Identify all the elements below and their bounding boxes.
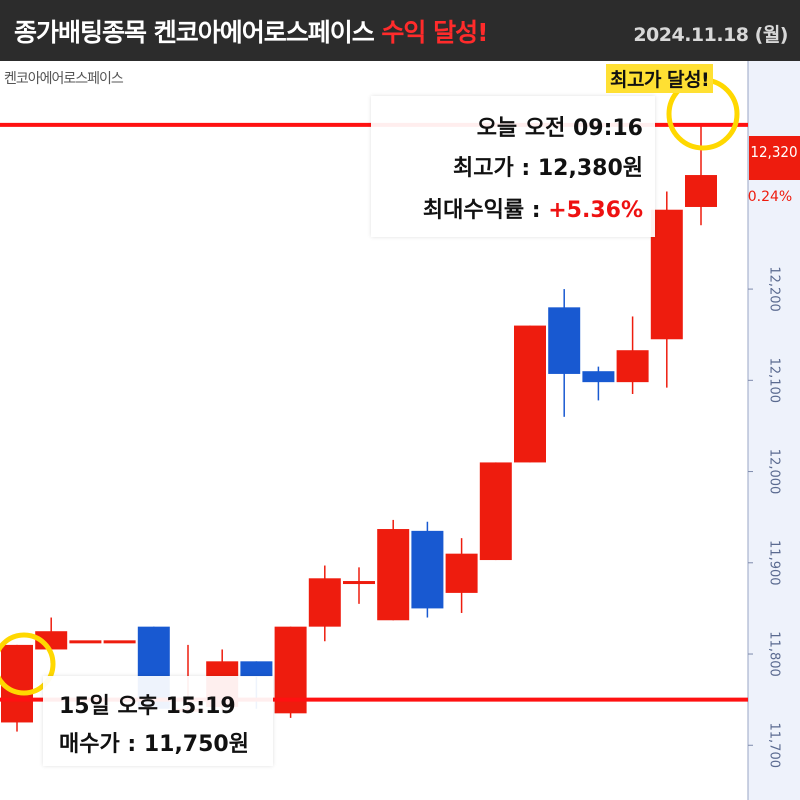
peak-badge: 최고가 달성! [606,64,714,93]
candle-body [411,530,444,609]
candle-body [103,640,136,644]
title-text: 종가배팅종목 켄코아에어로스페이스 [14,18,382,47]
candle-body [479,462,512,561]
candle-body [308,578,341,627]
buy-time: 15일 오후 15:19 [59,694,236,719]
candlestick-chart: 12,200 12,100 12,000 11,900 11,800 11,700 12,… [0,61,800,800]
stock-name-tag: 켄코아에어로스페이스 [4,71,124,87]
tick-label: 12,200 [767,266,782,312]
candle-body [445,553,478,593]
buy-highlight-circle [0,632,56,696]
date-label: 2024.11.18 (월) [633,24,788,46]
candle-body [343,581,375,585]
buy-info-box: 15일 오후 15:19 매수가 : 11,750원 [43,676,273,766]
candles-group [1,124,717,732]
tick-label: 11,800 [767,631,782,677]
max-return-value: +5.36% [548,198,643,223]
candle-body [548,307,581,374]
candle-body [377,529,410,621]
max-return-label: 최대수익률 : [422,198,549,223]
current-price-label: 12,320 [750,143,797,161]
candle-body [616,350,649,383]
page-title: 종가배팅종목 켄코아에어로스페이스 수익 달성! [14,13,489,49]
tick-label: 11,700 [767,723,782,769]
candle-body [1,644,33,723]
max-return: 최대수익률 : +5.36% [423,192,643,224]
title-highlight: 수익 달성! [381,18,488,47]
header-bar: 종가배팅종목 켄코아에어로스페이스 수익 달성! 2024.11.18 (월) [0,0,800,61]
candle-body [514,325,546,463]
candle-body [685,175,717,207]
peak-price: 최고가 : 12,380원 [453,156,643,181]
candle-body [240,661,273,677]
tick-label: 12,000 [767,449,782,495]
buy-price: 매수가 : 11,750원 [59,732,249,757]
candle-body [582,371,615,383]
price-axis-ticks: 12,200 12,100 12,000 11,900 11,800 11,700 [748,266,782,768]
candle-body [650,209,683,340]
current-change-label: 0.24% [748,189,792,205]
peak-time: 오늘 오전 09:16 [476,116,643,141]
peak-info-box: 오늘 오전 09:16 최고가 : 12,380원 최대수익률 : +5.36% [371,96,655,237]
price-axis-panel [748,61,800,800]
tick-label: 11,900 [767,540,782,586]
candle-body [69,640,102,644]
current-price-marker [749,136,800,180]
tick-label: 12,100 [767,358,782,404]
